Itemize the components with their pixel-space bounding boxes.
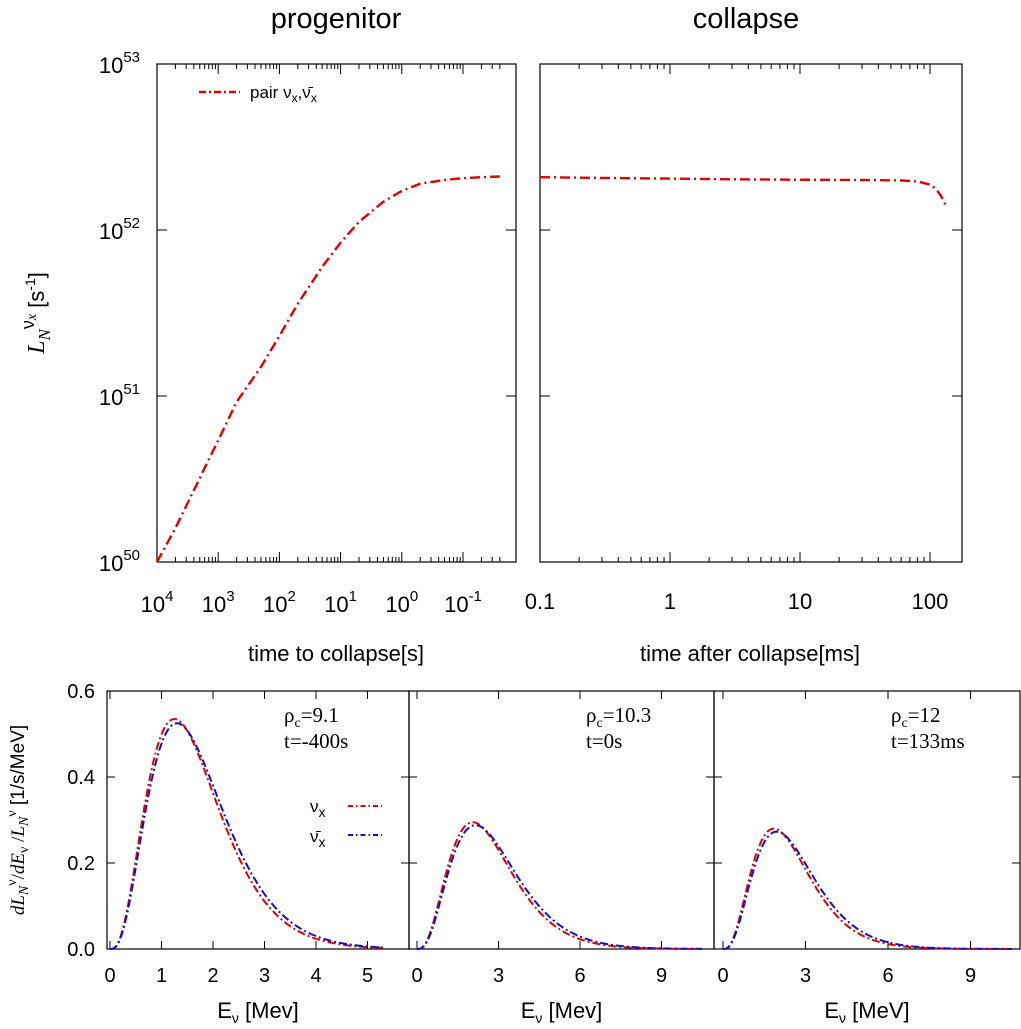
progenitor-x-tick-label: 103 [202, 588, 235, 617]
progenitor-x-tick-label: 102 [263, 588, 296, 617]
spectrum-curve-nux [417, 821, 703, 950]
spectrum-3-frame [713, 690, 1021, 950]
spectrum-y-tick-label: 0.2 [67, 853, 95, 875]
spectrum-x-tick-label: 9 [965, 965, 976, 987]
spectrum-x-tick-label: 5 [362, 965, 373, 987]
spectrum-curve-antinux [723, 830, 1012, 950]
progenitor-x-tick-label: 100 [385, 588, 418, 617]
y-tick-label: 1053 [99, 49, 140, 78]
spectrum-x-tick-label: 3 [800, 965, 811, 987]
spectrum-x-tick-label: 3 [493, 965, 504, 987]
y-tick-label: 1052 [99, 215, 140, 244]
spectrum-curve-antinux [417, 824, 703, 950]
spectrum-curve-antinux [110, 722, 383, 950]
progenitor-x-axis-label: time to collapse[s] [248, 641, 424, 666]
spectrum-annotation-time: t=-400s [284, 729, 348, 753]
collapse-pair-curve [539, 176, 948, 207]
progenitor-legend: pair νx,ν̄x [199, 83, 317, 105]
collapse-x-axis-label: time after collapse[ms] [640, 641, 860, 666]
spectrum-legend: νx ν̄x [310, 797, 382, 850]
collapse-x-tick-label: 100 [912, 589, 949, 614]
collapse-x-tick-label: 0.1 [525, 589, 556, 614]
spectrum-x-tick-label: 6 [882, 965, 893, 987]
progenitor-plot-frame [156, 63, 517, 563]
spectrum-y-axis-label: dLNν/dEν /LNν [1/s/MeV] [5, 725, 32, 915]
spectrum-2-frame [408, 690, 715, 950]
spectrum-annotation-time: t=0s [586, 729, 622, 753]
spectrum-x-tick-label: 4 [310, 965, 321, 987]
spectrum-x-tick-label: 9 [656, 965, 667, 987]
progenitor-pair-curve [155, 175, 500, 563]
progenitor-x-tick-label: 104 [141, 588, 174, 617]
legend-pair-label: pair νx,ν̄x [250, 83, 317, 105]
collapse-plot-frame [539, 63, 963, 563]
progenitor-x-tick-label: 10-1 [444, 588, 482, 617]
spectrum-y-tick-label: 0.6 [67, 681, 95, 703]
spectrum-curve-nux [110, 717, 383, 950]
spectrum-x-tick-label: 1 [156, 965, 167, 987]
spectrum-x-tick-label: 6 [574, 965, 585, 987]
progenitor-title: progenitor [271, 3, 402, 35]
spectrum-x-tick-label: 0 [104, 965, 115, 987]
spectrum-x-axis-label: Eν [MeV] [824, 998, 909, 1026]
spectrum-curve-nux [723, 827, 1012, 950]
y-tick-label: 1050 [99, 547, 140, 576]
spectrum-x-tick-label: 0 [717, 965, 728, 987]
data-curves [110, 175, 1012, 950]
spectrum-annotation-rho: ρc=12 [891, 703, 941, 731]
spectrum-annotation-rho: ρc=10.3 [586, 703, 651, 731]
spectrum-annotation-time: t=133ms [891, 729, 965, 753]
spectrum-1-frame [106, 690, 410, 950]
progenitor-y-axis-label: LNνx [s-1] [18, 272, 54, 355]
spectrum-x-tick-label: 3 [259, 965, 270, 987]
spectrum-y-tick-label: 0.4 [67, 767, 95, 789]
y-tick-label: 1051 [99, 381, 140, 410]
spectrum-x-tick-label: 0 [411, 965, 422, 987]
progenitor-x-tick-label: 101 [324, 588, 357, 617]
spectrum-annotation-rho: ρc=9.1 [284, 703, 339, 731]
spectrum-x-tick-label: 2 [207, 965, 218, 987]
spectrum-x-axis-label: Eν [Mev] [521, 998, 603, 1026]
spectrum-y-tick-label: 0.0 [67, 939, 95, 961]
collapse-x-tick-label: 10 [788, 589, 812, 614]
legend-antinux-label: ν̄x [310, 827, 326, 850]
legend-nux-label: νx [310, 797, 326, 820]
collapse-x-tick-label: 1 [664, 589, 676, 614]
collapse-title: collapse [693, 3, 799, 35]
spectrum-annotations: ρc=9.1t=-400s ρc=10.3t=0s ρc=12t=133ms [284, 703, 965, 753]
spectrum-x-axis-label: Eν [Mev] [217, 998, 299, 1026]
